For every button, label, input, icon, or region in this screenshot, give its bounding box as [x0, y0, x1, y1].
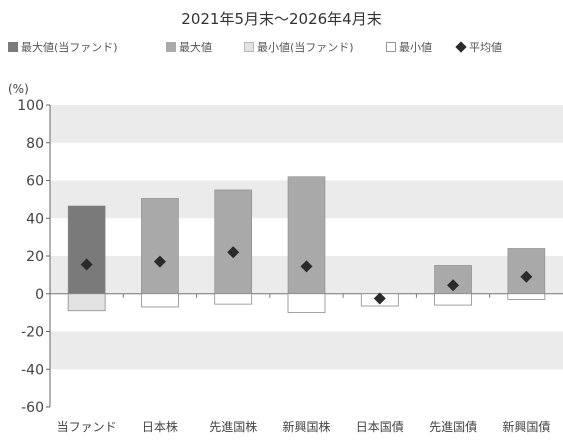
legend-label-min-fund: 最小値(当ファンド): [257, 41, 354, 54]
avg-marker: [300, 260, 313, 273]
x-category-label: 新興国株: [282, 419, 330, 434]
bar-max: [214, 189, 253, 295]
y-tick-label: -60: [21, 400, 44, 416]
x-category-label: 日本国債: [356, 419, 404, 434]
legend-label-min: 最小値: [399, 41, 432, 54]
y-tick-label: 60: [26, 174, 44, 190]
legend: 最大値(当ファンド) 最大値 最小値(当ファンド) 最小値 平均値: [8, 39, 563, 55]
legend-swatch-max: [166, 42, 176, 52]
y-tick-label: 100: [17, 98, 44, 114]
bar-max-fund: [67, 205, 106, 295]
x-category-label: 新興国債: [502, 419, 550, 434]
bar-min-fund: [67, 293, 106, 312]
avg-marker: [80, 258, 93, 271]
bar-min: [434, 293, 472, 306]
legend-item-min-fund: 最小値(当ファンド): [244, 39, 354, 55]
avg-marker: [227, 246, 240, 259]
legend-item-max-fund: 最大値(当ファンド): [8, 39, 118, 55]
bar-max: [141, 198, 179, 295]
legend-item-avg: 平均値: [455, 39, 502, 55]
grid-band: [50, 331, 563, 370]
period-label: 2021年5月末～2026年4月末: [181, 10, 382, 28]
y-tick-label: 80: [26, 136, 44, 152]
avg-marker: [153, 255, 166, 268]
x-category-label: 先進国株: [209, 419, 257, 434]
bar-max: [287, 176, 326, 295]
legend-swatch-min: [386, 42, 396, 52]
bar-min: [287, 293, 326, 314]
y-tick-label: 0: [35, 287, 44, 303]
y-axis-unit: (%): [8, 82, 29, 96]
bar-min: [141, 293, 179, 308]
legend-swatch-min-fund: [244, 42, 254, 52]
bar-min: [214, 293, 253, 305]
x-category-label: 日本株: [142, 419, 178, 434]
y-tick-label: 20: [26, 249, 44, 265]
x-category-label: 先進国債: [429, 419, 477, 434]
legend-item-max: 最大値: [166, 39, 212, 55]
legend-item-min: 最小値: [386, 39, 432, 55]
legend-swatch-max-fund: [8, 42, 18, 52]
y-tick-label: 40: [26, 211, 44, 227]
avg-marker: [520, 270, 533, 283]
legend-label-max-fund: 最大値(当ファンド): [21, 41, 118, 54]
legend-label-avg: 平均値: [469, 41, 502, 54]
grid-band: [50, 105, 563, 143]
legend-label-max: 最大値: [179, 41, 212, 54]
avg-marker: [447, 279, 460, 292]
x-category-label: 当ファンド: [57, 420, 117, 434]
y-tick-label: -40: [21, 362, 44, 378]
bar-min: [507, 293, 546, 300]
y-tick-label: -20: [21, 325, 44, 341]
avg-marker: [373, 292, 386, 305]
